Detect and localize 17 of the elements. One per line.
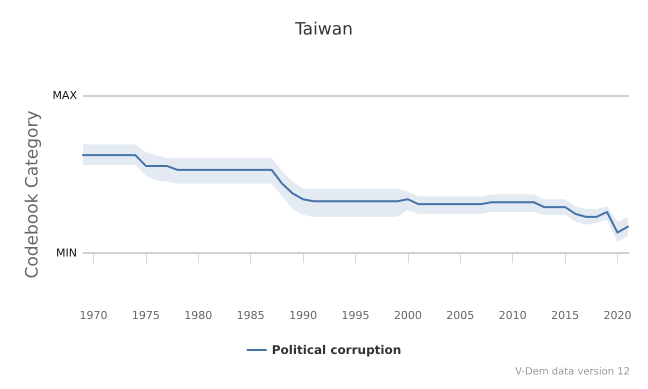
text: V-Dem data version 12: [515, 366, 630, 378]
ref-line-label: MIN: [56, 246, 77, 260]
legend-label: Political corruption: [272, 343, 402, 357]
x-tick-label: 2015: [551, 309, 580, 322]
x-tick-label: 1975: [132, 309, 160, 322]
x-tick-label: 1980: [184, 309, 212, 322]
x-tick-label: 1985: [236, 309, 265, 322]
x-tick-label: 1995: [341, 309, 370, 322]
x-tick-label: 2000: [394, 309, 422, 322]
x-tick-label: 2005: [446, 309, 474, 322]
x-tick-label: 2010: [498, 309, 527, 322]
x-tick-label: 1990: [289, 309, 318, 322]
x-tick-label: 2020: [603, 309, 632, 322]
ref-line-label: MAX: [52, 88, 78, 102]
x-tick-label: 1970: [79, 309, 108, 322]
chart-title: Taiwan: [294, 20, 353, 40]
y-axis-title: Codebook Category: [22, 110, 42, 279]
